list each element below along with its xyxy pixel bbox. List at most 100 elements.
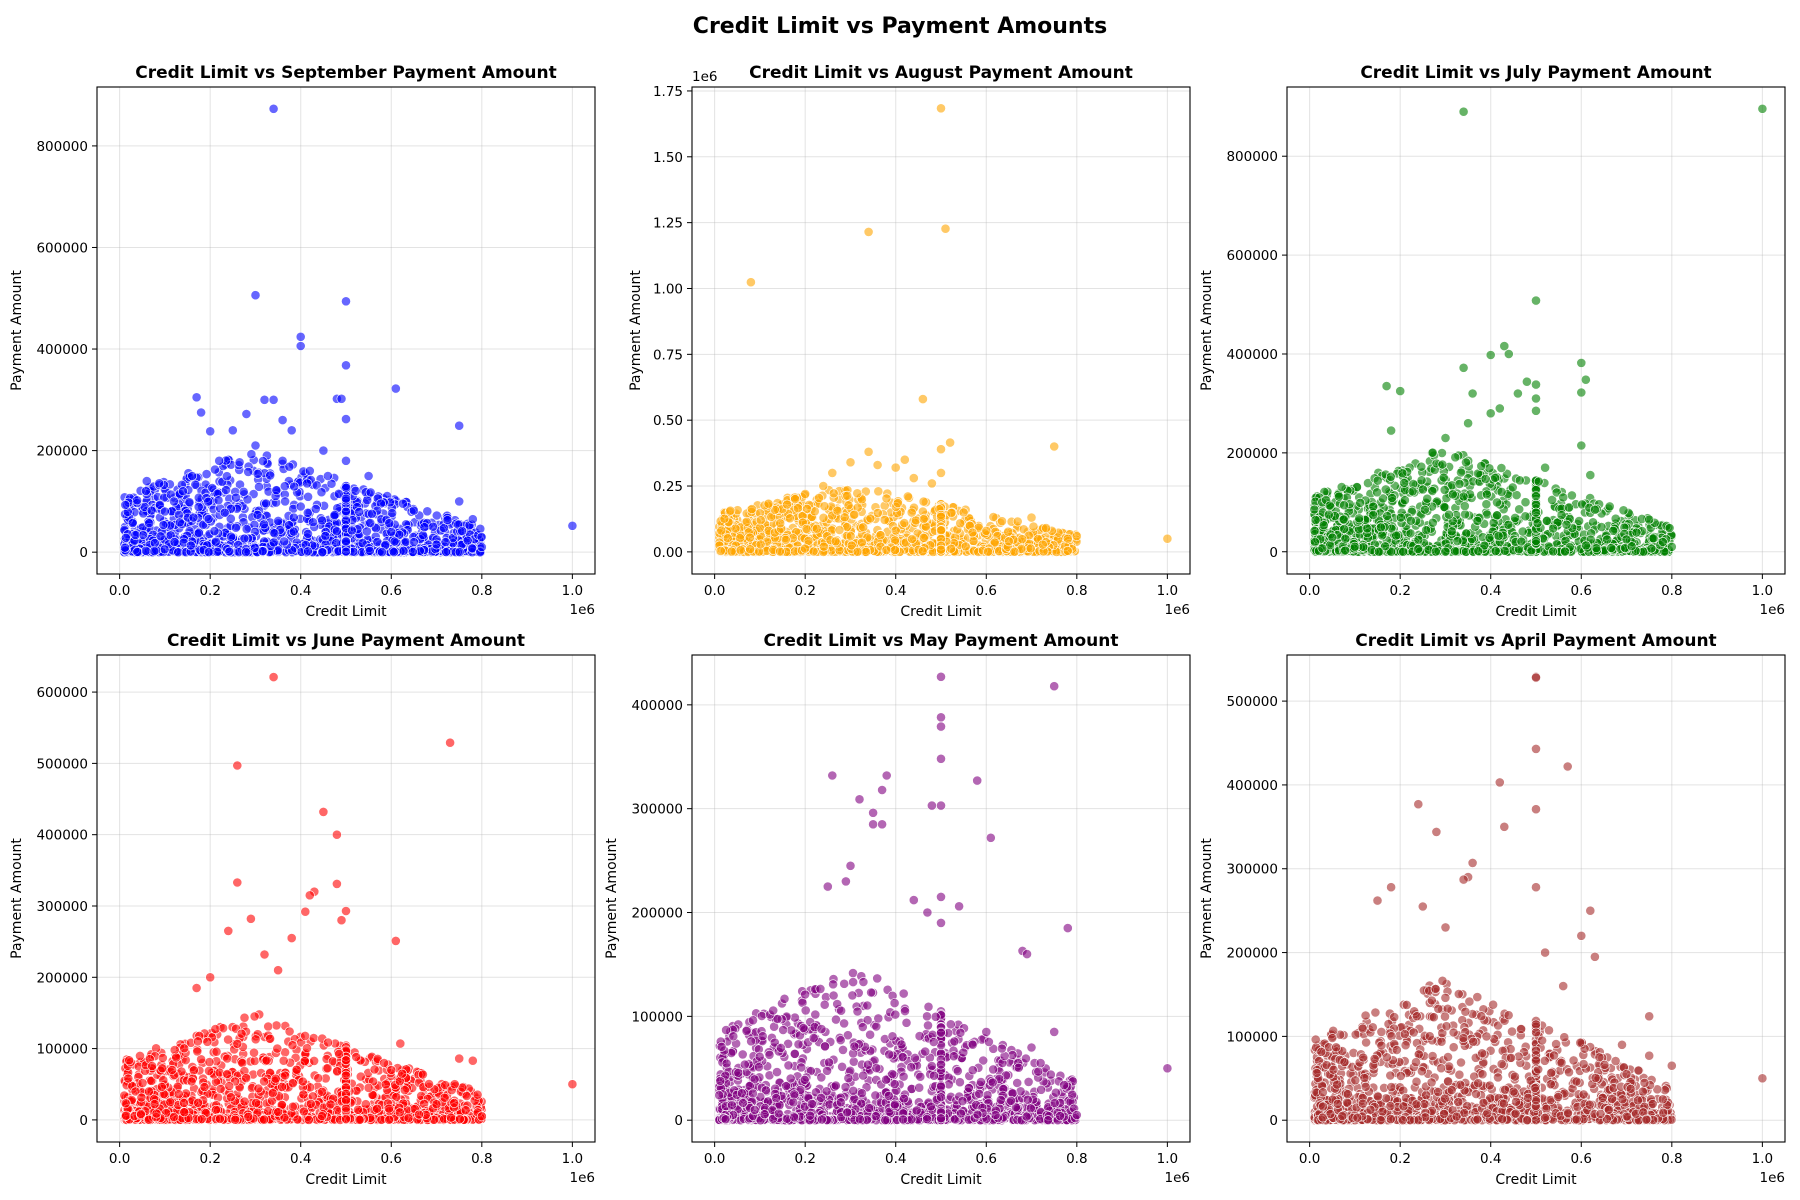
data-point xyxy=(1531,491,1541,501)
data-point xyxy=(1484,532,1495,543)
data-point xyxy=(1648,533,1659,544)
data-point xyxy=(1496,463,1507,473)
data-point xyxy=(927,478,937,489)
y-tick-label: 600000 xyxy=(1226,248,1278,264)
data-point xyxy=(1522,376,1532,387)
data-point xyxy=(209,526,220,536)
data-point xyxy=(852,488,863,499)
x-axis-label: Credit Limit xyxy=(1495,604,1577,620)
data-point xyxy=(818,541,829,552)
data-point xyxy=(386,527,397,537)
data-point xyxy=(154,499,165,510)
data-point xyxy=(1581,540,1591,551)
data-point xyxy=(389,536,400,547)
y-tick-label: 600000 xyxy=(36,240,88,256)
data-point xyxy=(289,481,300,492)
data-point xyxy=(1395,512,1406,523)
data-point xyxy=(295,331,306,342)
data-point xyxy=(730,523,741,534)
data-point xyxy=(1397,468,1408,479)
data-point xyxy=(258,456,268,466)
y-tick-label: 400000 xyxy=(1226,347,1278,363)
data-point xyxy=(1368,510,1379,520)
x-offset-label: 1e6 xyxy=(1760,602,1785,618)
x-tick-label: 0.0 xyxy=(704,583,725,599)
data-point xyxy=(295,341,306,351)
x-tick-label: 1.0 xyxy=(1157,583,1178,599)
y-tick-label: 0.25 xyxy=(653,479,683,495)
data-point xyxy=(230,522,241,533)
data-point xyxy=(1376,522,1386,533)
data-point xyxy=(1480,473,1491,484)
data-point xyxy=(755,515,766,526)
data-point xyxy=(1604,501,1615,512)
data-point xyxy=(259,519,269,530)
data-point xyxy=(213,495,224,506)
data-point xyxy=(1336,482,1347,492)
data-point xyxy=(1548,523,1559,534)
data-point xyxy=(800,488,811,499)
x-tick-label: 0.6 xyxy=(976,583,997,599)
data-point xyxy=(203,496,214,507)
data-point xyxy=(203,514,214,524)
x-tick-label: 0.2 xyxy=(1389,583,1410,599)
axes-frame xyxy=(691,86,1191,575)
data-point xyxy=(120,542,130,553)
data-point xyxy=(1323,509,1334,520)
data-point xyxy=(1309,504,1320,515)
data-point xyxy=(746,277,756,288)
data-point xyxy=(1318,520,1329,531)
data-point xyxy=(918,394,928,404)
x-tick-label: 0.0 xyxy=(109,583,130,599)
subplot-title: Credit Limit vs July Payment Amount xyxy=(1360,63,1711,83)
data-point xyxy=(1567,490,1577,501)
data-point xyxy=(346,525,357,536)
point-layer xyxy=(119,103,578,558)
data-point xyxy=(303,491,313,502)
data-point xyxy=(863,446,874,457)
data-point xyxy=(254,481,264,492)
data-point xyxy=(277,455,288,466)
data-point xyxy=(1531,295,1541,306)
x-axis-label: Credit Limit xyxy=(305,604,387,620)
data-point xyxy=(1610,513,1621,524)
data-point xyxy=(203,547,214,557)
data-point xyxy=(814,492,824,503)
data-point xyxy=(1407,486,1418,497)
data-point xyxy=(1310,537,1320,547)
data-point xyxy=(442,515,453,525)
data-point xyxy=(846,540,857,551)
subplot-title: Credit Limit vs September Payment Amount xyxy=(135,63,556,83)
data-point xyxy=(907,534,917,544)
data-point xyxy=(775,518,786,529)
data-point xyxy=(1492,510,1502,521)
data-point xyxy=(1520,497,1531,508)
data-point xyxy=(1585,470,1596,480)
data-point xyxy=(341,493,351,504)
data-point xyxy=(320,531,331,541)
data-point xyxy=(967,527,978,538)
data-point xyxy=(219,507,230,518)
y-tick-label: 1.50 xyxy=(653,150,683,166)
data-point xyxy=(146,505,157,516)
data-point xyxy=(231,492,241,503)
data-point xyxy=(1454,478,1465,489)
data-point xyxy=(858,522,869,533)
data-point xyxy=(1385,471,1396,482)
data-point xyxy=(1380,541,1391,552)
data-point xyxy=(845,457,856,468)
data-point xyxy=(1368,501,1379,512)
data-point xyxy=(221,485,231,495)
data-point xyxy=(1012,516,1023,527)
data-point xyxy=(763,498,774,509)
data-point xyxy=(476,532,487,542)
data-point xyxy=(879,515,890,525)
data-point xyxy=(365,487,376,498)
data-point xyxy=(1494,403,1505,414)
data-point xyxy=(983,546,993,557)
data-point xyxy=(849,509,860,520)
data-point xyxy=(875,530,886,541)
y-tick-label: 1.75 xyxy=(653,84,683,100)
y-tick-label: 0 xyxy=(1269,545,1278,561)
data-point xyxy=(201,469,212,479)
